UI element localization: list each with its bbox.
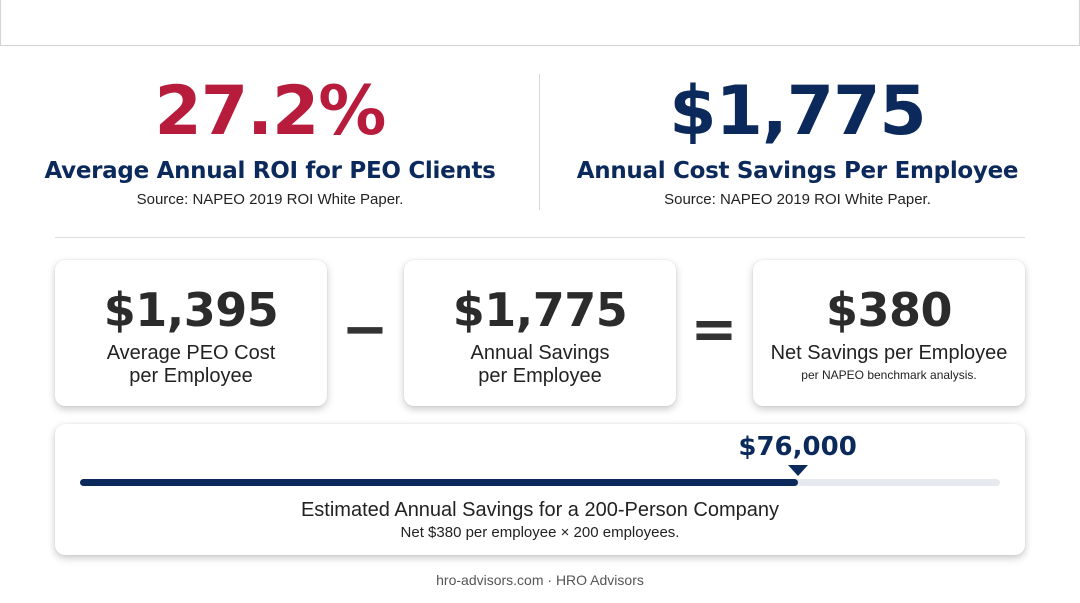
annual-savings-value: $1,775 <box>452 283 628 337</box>
estimated-savings-title: Estimated Annual Savings for a 200-Perso… <box>300 499 780 521</box>
net-savings-label: Net Savings per Employee <box>770 342 1008 364</box>
cost-savings-stat: $1,775 Annual Cost Savings Per Employee … <box>540 72 1055 208</box>
annual-savings-label-line2: per Employee <box>478 365 602 387</box>
roi-source: Source: NAPEO 2019 ROI White Paper. <box>136 191 404 208</box>
net-savings-note: per NAPEO benchmark analysis. <box>801 368 977 382</box>
estimated-savings-card: $76,000 Estimated Annual Savings for a 2… <box>55 424 1025 555</box>
cost-savings-value: $1,775 <box>669 72 926 151</box>
net-savings-value: $380 <box>825 283 953 337</box>
peo-cost-label-line1: Average PEO Cost <box>106 342 276 364</box>
roi-stat: 27.2% Average Annual ROI for PEO Clients… <box>15 72 525 208</box>
net-savings-card: $380 Net Savings per Employee per NAPEO … <box>753 260 1025 406</box>
annual-savings-card: $1,775 Annual Savings per Employee <box>404 260 676 406</box>
savings-progress-fill <box>80 479 798 486</box>
minus-operator: − <box>341 297 389 362</box>
peo-cost-label-line2: per Employee <box>129 365 253 387</box>
peo-cost-card: $1,395 Average PEO Cost per Employee <box>55 260 327 406</box>
roi-value: 27.2% <box>154 72 387 151</box>
peo-cost-value: $1,395 <box>103 283 279 337</box>
horizontal-divider <box>55 237 1025 238</box>
progress-marker-icon <box>787 465 808 476</box>
annual-savings-label-line1: Annual Savings <box>470 342 610 364</box>
estimated-savings-value: $76,000 <box>738 432 857 462</box>
roi-label: Average Annual ROI for PEO Clients <box>44 158 496 184</box>
estimated-savings-note: Net $380 per employee × 200 employees. <box>400 524 680 541</box>
vertical-divider <box>539 74 540 210</box>
equals-operator: = <box>690 297 738 362</box>
cost-savings-label: Annual Cost Savings Per Employee <box>576 158 1019 184</box>
savings-progress-track <box>80 479 1000 486</box>
cost-savings-source: Source: NAPEO 2019 ROI White Paper. <box>664 191 931 208</box>
top-bar <box>0 0 1080 46</box>
peo-cost-label: Average PEO Cost per Employee <box>55 342 327 388</box>
annual-savings-label: Annual Savings per Employee <box>404 342 676 388</box>
footer: hro-advisors.com · HRO Advisors <box>436 572 644 588</box>
